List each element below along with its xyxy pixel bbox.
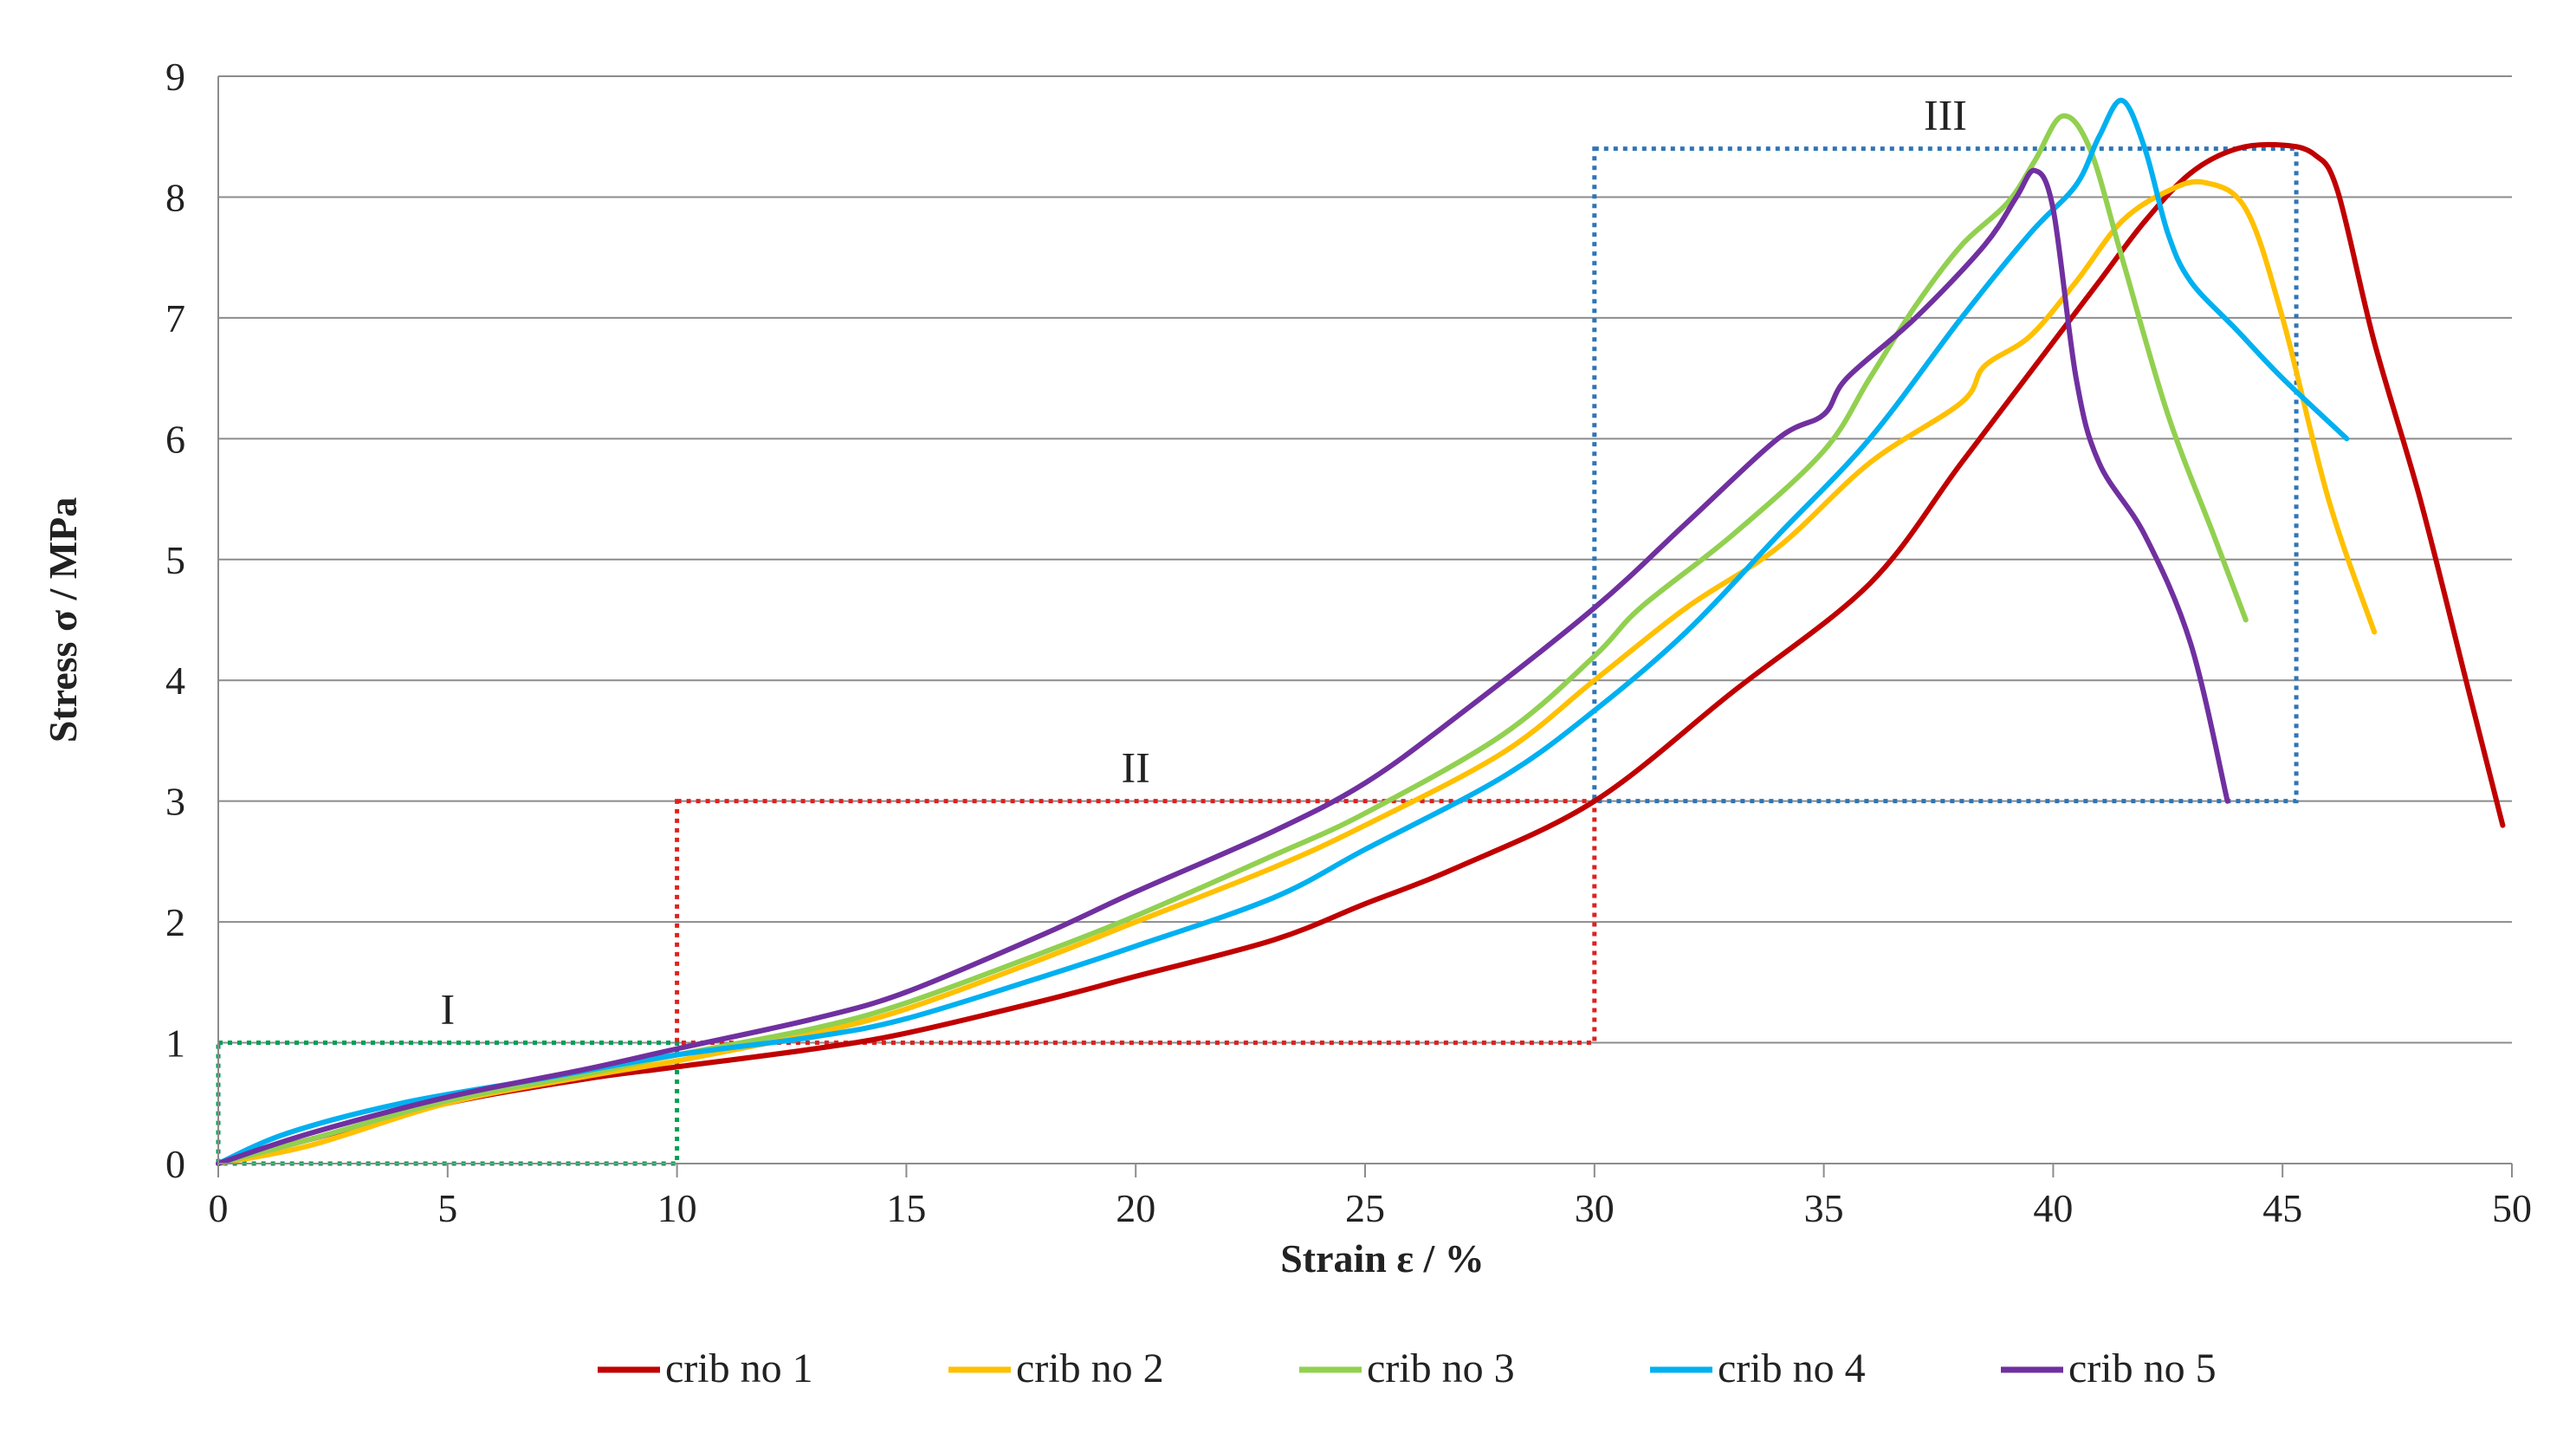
y-tick-labels: 0 1 2 3 4 5 6 7 8 9	[165, 55, 185, 1186]
x-tick-label-1: 5	[437, 1186, 457, 1230]
y-tick-label-9: 9	[165, 55, 185, 99]
legend-label-5: crib no 5	[2068, 1345, 2217, 1391]
series-line-crib-2	[216, 178, 2378, 1166]
y-tick-label-6: 6	[165, 417, 185, 461]
x-tick-label-10: 50	[2492, 1186, 2532, 1230]
y-tick-label-1: 1	[165, 1021, 185, 1066]
region-label-2: II	[1122, 743, 1150, 792]
y-tick-label-2: 2	[165, 900, 185, 944]
region-label-3: III	[1924, 91, 1967, 139]
x-tick-label-6: 30	[1575, 1186, 1615, 1230]
x-tick-label-7: 35	[1804, 1186, 1844, 1230]
legend: crib no 1 crib no 2 crib no 3 crib no 4 crib…	[598, 1345, 2217, 1391]
y-tick-label-4: 4	[165, 658, 185, 703]
region-label-1: I	[440, 985, 455, 1034]
y-axis-title: Stress σ / MPa	[41, 497, 85, 743]
x-tick-label-8: 40	[2033, 1186, 2073, 1230]
x-tick-label-5: 25	[1345, 1186, 1385, 1230]
legend-label-4: crib no 4	[1718, 1345, 1866, 1391]
y-tick-label-8: 8	[165, 175, 185, 219]
legend-label-2: crib no 2	[1016, 1345, 1164, 1391]
x-tick-label-9: 45	[2262, 1186, 2302, 1230]
series-line-crib-5	[216, 167, 2230, 1166]
region-box-2	[675, 799, 1597, 1046]
x-tick-labels: 0 5 10 15 20 25 30 35 40 45 50	[209, 1186, 2533, 1230]
legend-label-3: crib no 3	[1367, 1345, 1515, 1391]
x-tick-label-0: 0	[209, 1186, 229, 1230]
series-line-crib-4	[216, 97, 2350, 1166]
y-tick-label-5: 5	[165, 538, 185, 582]
y-tick-label-3: 3	[165, 780, 185, 824]
data-series	[216, 97, 2506, 1166]
x-axis-title: Strain ε / %	[1280, 1236, 1485, 1281]
x-tick-label-4: 20	[1116, 1186, 1155, 1230]
y-tick-label-0: 0	[165, 1142, 185, 1186]
x-tick-label-3: 15	[886, 1186, 926, 1230]
y-tick-label-7: 7	[165, 296, 185, 340]
series-line-crib-1	[216, 141, 2506, 1166]
axes	[217, 76, 2513, 1177]
series-line-crib-3	[216, 113, 2249, 1166]
x-tick-label-2: 10	[657, 1186, 697, 1230]
legend-label-1: crib no 1	[665, 1345, 813, 1391]
region-box-3	[1592, 146, 2299, 804]
